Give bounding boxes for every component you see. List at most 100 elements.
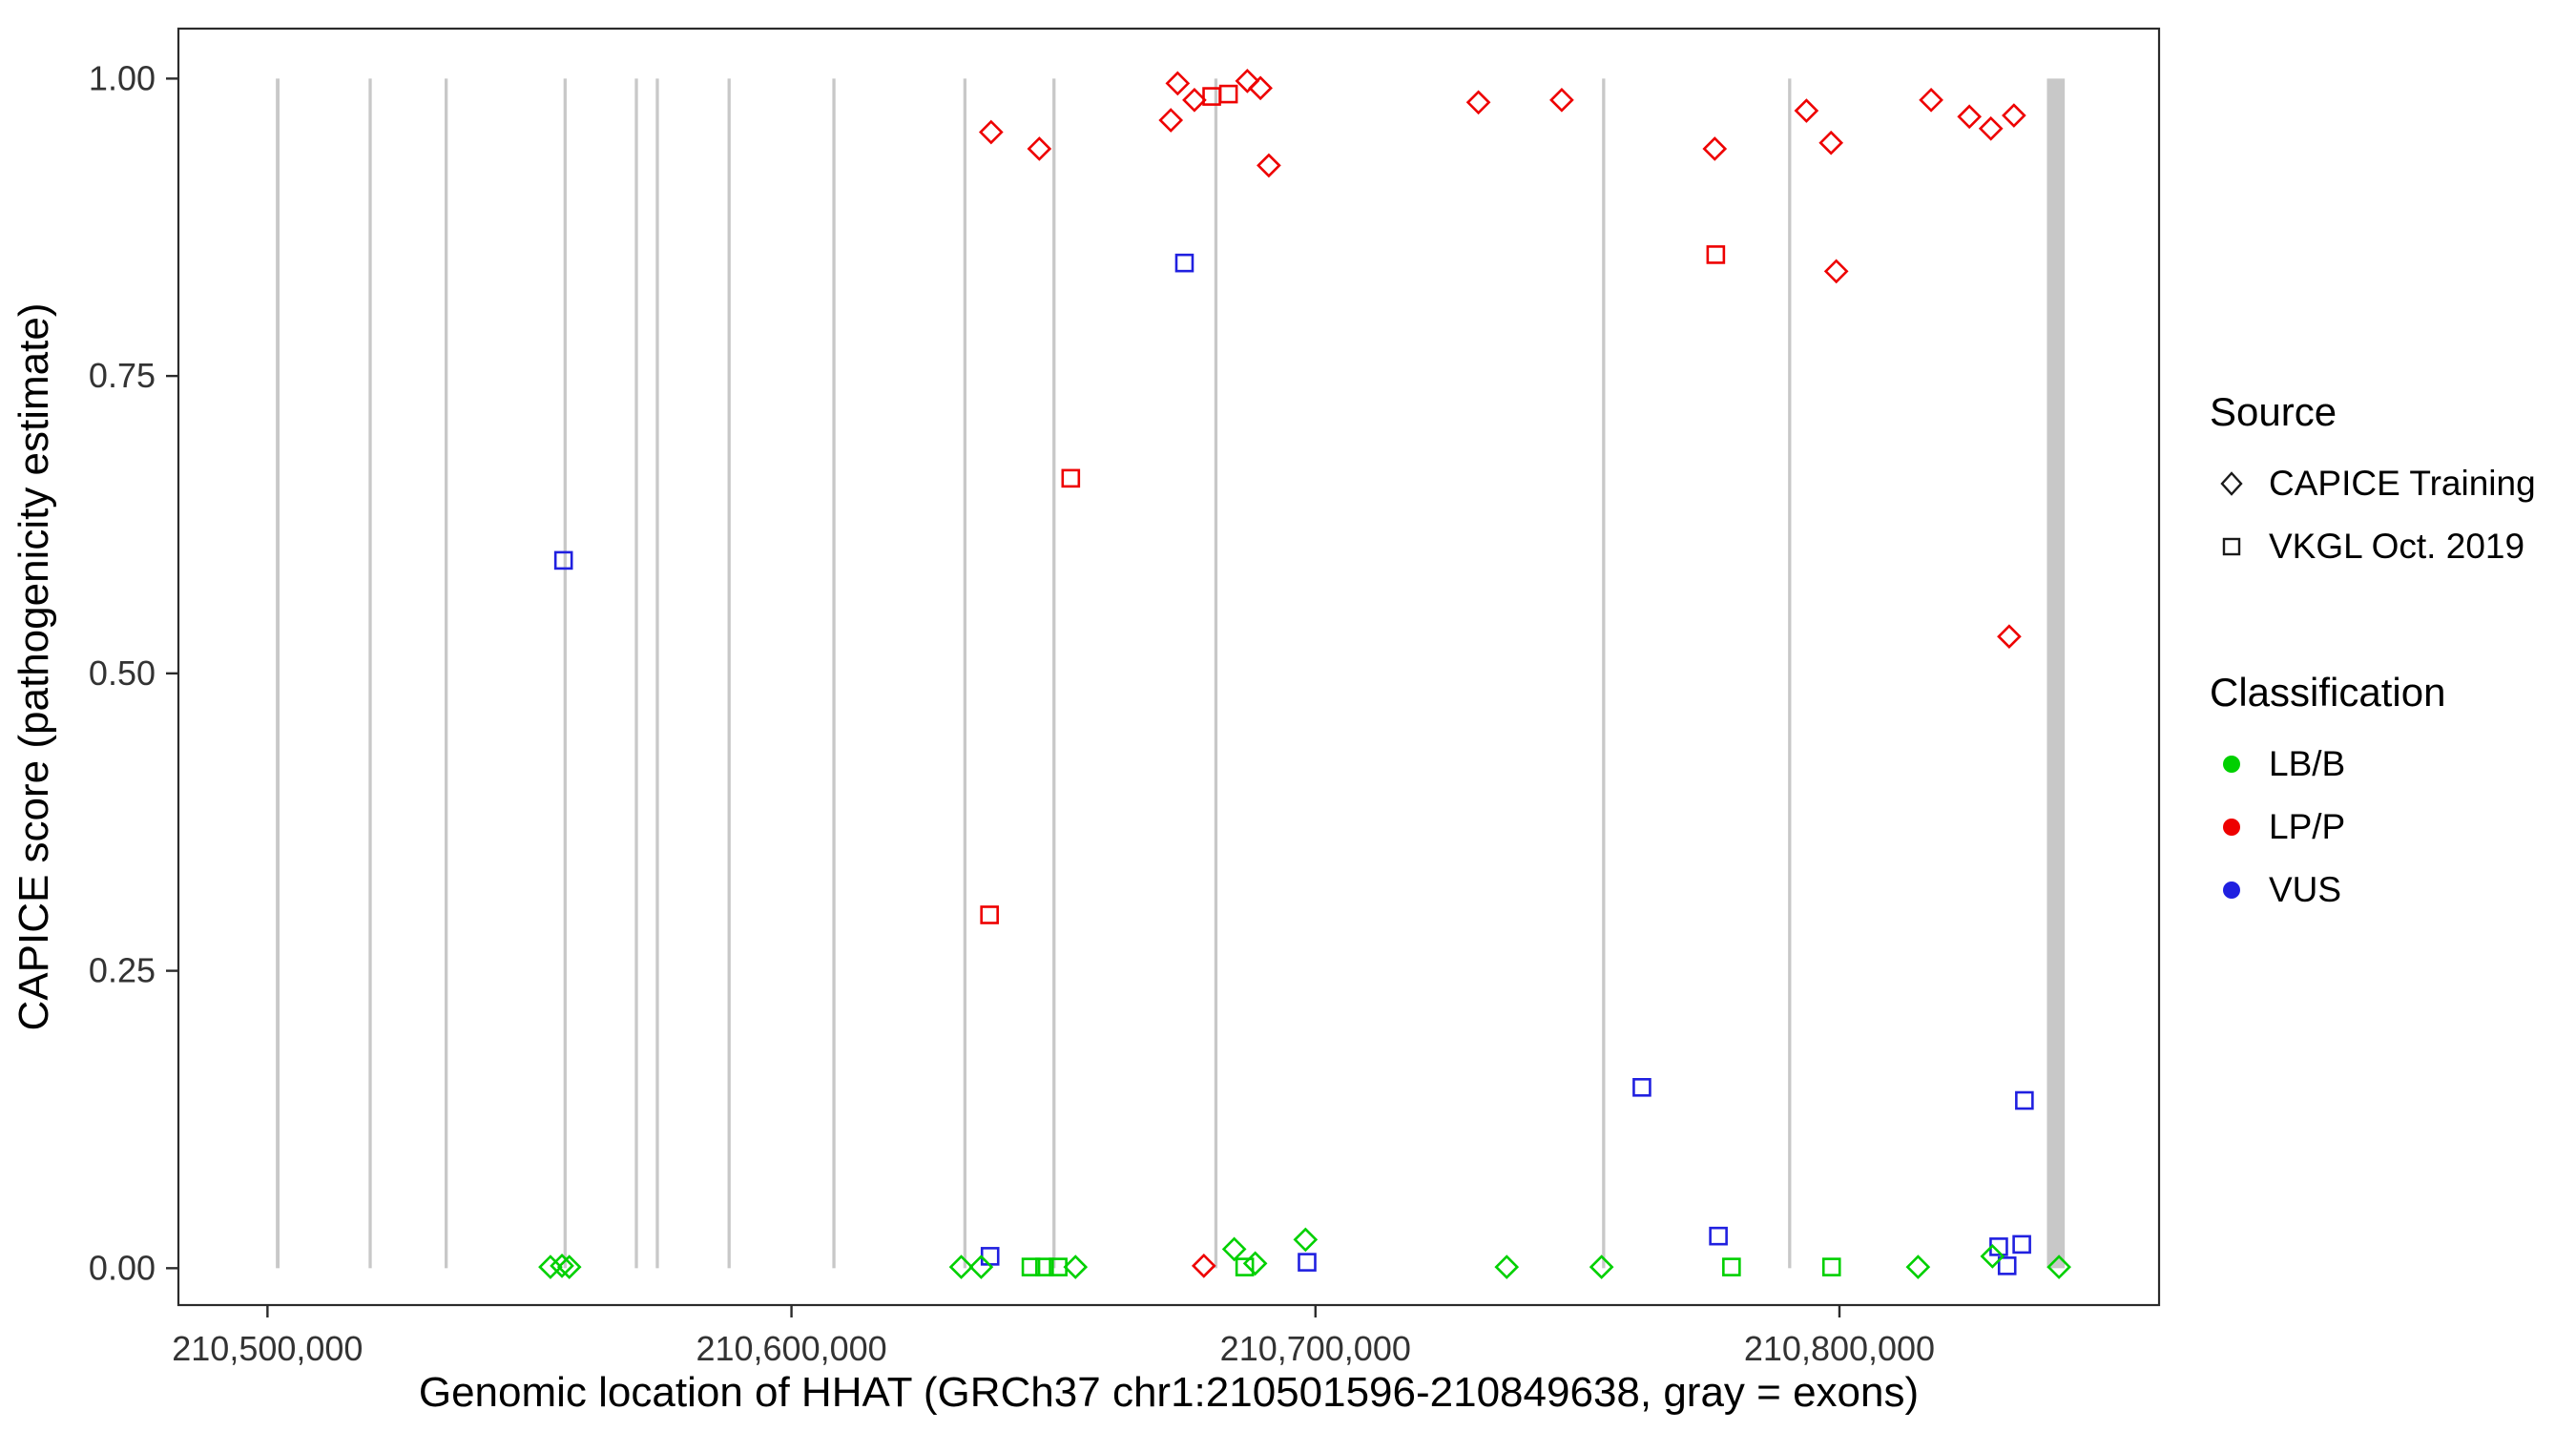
diamond-icon	[2220, 471, 2243, 496]
data-points	[538, 69, 2071, 1279]
data-point-square	[1035, 1257, 1054, 1276]
data-point-square	[553, 550, 573, 570]
data-point-square	[1174, 253, 1195, 273]
data-point-diamond	[2002, 103, 2026, 128]
data-point-diamond	[1549, 87, 1574, 113]
data-point-diamond	[1997, 624, 2022, 650]
red-dot-icon	[2223, 819, 2240, 836]
x-tick-label: 210,800,000	[1744, 1329, 1935, 1368]
legend-title-source: Source	[2210, 389, 2337, 434]
legend-label: VKGL Oct. 2019	[2269, 527, 2525, 566]
data-point-diamond	[538, 1255, 563, 1279]
data-point-diamond	[2046, 1255, 2071, 1279]
legend-item-lpp: LP/P	[2210, 805, 2536, 849]
exon-band	[276, 78, 280, 1269]
exon-band	[2046, 78, 2066, 1269]
data-point-diamond	[1063, 1255, 1089, 1279]
data-point-diamond	[1702, 136, 1728, 161]
data-point-diamond	[1242, 1251, 1268, 1276]
legend-label: CAPICE Training	[2269, 464, 2536, 503]
data-point-diamond	[556, 1255, 582, 1279]
y-tick-label: 1.00	[89, 58, 156, 97]
data-point-square	[1235, 1257, 1255, 1276]
data-point-square	[980, 905, 999, 924]
legend-label: VUS	[2269, 870, 2342, 909]
exon-band	[655, 78, 659, 1269]
exon-band	[1788, 78, 1792, 1269]
data-point-square	[2012, 1234, 2031, 1255]
y-axis-title: CAPICE score (pathogenicity estimate)	[10, 303, 57, 1031]
exon-band	[368, 78, 372, 1269]
legend-item-vus: VUS	[2210, 868, 2536, 912]
data-point-diamond	[1980, 1244, 2005, 1269]
data-point-diamond	[1221, 1236, 1247, 1262]
data-point-square	[1821, 1257, 1841, 1276]
y-tick-label: 0.50	[89, 653, 156, 693]
data-point-square	[2015, 1090, 2034, 1110]
exon-band	[1602, 78, 1606, 1269]
legend-group-source: Source CAPICE Training VKGL Oct. 2019	[2210, 389, 2536, 588]
legend-item-vkgl: VKGL Oct. 2019	[2210, 525, 2536, 569]
x-axis-title: Genomic location of HHAT (GRCh37 chr1:21…	[419, 1369, 1919, 1416]
data-point-diamond	[1191, 1254, 1216, 1278]
data-point-diamond	[1182, 87, 1207, 113]
exon-band	[563, 78, 567, 1269]
data-point-diamond	[1794, 98, 1819, 123]
data-point-diamond	[1589, 1255, 1614, 1279]
exon-band	[1052, 78, 1056, 1269]
data-point-diamond	[1158, 108, 1184, 133]
x-tick-label: 210,600,000	[696, 1329, 886, 1368]
data-point-diamond	[1248, 75, 1273, 101]
data-point-diamond	[1818, 130, 1844, 156]
data-point-square	[1722, 1257, 1741, 1276]
y-tick-label: 0.75	[89, 356, 156, 395]
axes: 210,500,000 210,600,000 210,700,000 210,800…	[89, 27, 2161, 1368]
data-point-diamond	[1165, 71, 1191, 96]
data-point-square	[1218, 84, 1238, 104]
green-dot-icon	[2223, 756, 2240, 773]
data-point-diamond	[1905, 1255, 1931, 1279]
data-point-diamond	[1957, 104, 1983, 130]
legend-label: LB/B	[2269, 744, 2346, 783]
x-tick-label: 210,700,000	[1220, 1329, 1411, 1368]
legend-item-capice-training: CAPICE Training	[2210, 462, 2536, 506]
data-point-square	[1632, 1078, 1652, 1097]
data-point-diamond	[1293, 1227, 1319, 1253]
y-tick-label: 0.25	[89, 951, 156, 990]
data-point-diamond	[948, 1255, 974, 1279]
data-point-diamond	[968, 1255, 994, 1279]
data-point-diamond	[1257, 153, 1281, 178]
square-icon	[2222, 537, 2241, 556]
data-point-square	[1061, 468, 1081, 488]
data-point-diamond	[978, 119, 1004, 145]
data-point-diamond	[1465, 90, 1491, 115]
legend-item-lbb: LB/B	[2210, 742, 2536, 786]
exon-band	[634, 78, 638, 1269]
legend-title-classification: Classification	[2210, 670, 2446, 715]
exon-band	[444, 78, 448, 1269]
data-point-square	[980, 1247, 1000, 1266]
data-point-square	[1298, 1253, 1317, 1272]
blue-dot-icon	[2223, 881, 2240, 899]
legend-label: LP/P	[2269, 807, 2346, 846]
y-tick-label: 0.00	[89, 1248, 156, 1287]
exon-bands	[276, 78, 2066, 1269]
data-point-square	[1706, 245, 1726, 264]
data-point-square	[1997, 1256, 2017, 1275]
legend-group-classification: Classification LB/B LP/P VUS	[2210, 670, 2536, 931]
exon-band	[832, 78, 836, 1269]
data-point-diamond	[1235, 69, 1260, 93]
panel-border	[177, 27, 2161, 1307]
data-point-diamond	[1494, 1255, 1520, 1279]
data-point-square	[1021, 1257, 1041, 1276]
exon-band	[1214, 78, 1218, 1269]
data-point-diamond	[1823, 259, 1849, 284]
x-tick-label: 210,500,000	[172, 1329, 363, 1368]
data-point-square	[1049, 1257, 1068, 1276]
plot-legend: Source CAPICE Training VKGL Oct. 2019 Cl…	[2210, 389, 2536, 931]
exon-band	[963, 78, 967, 1269]
data-point-diamond	[550, 1254, 574, 1278]
exon-band	[727, 78, 731, 1269]
